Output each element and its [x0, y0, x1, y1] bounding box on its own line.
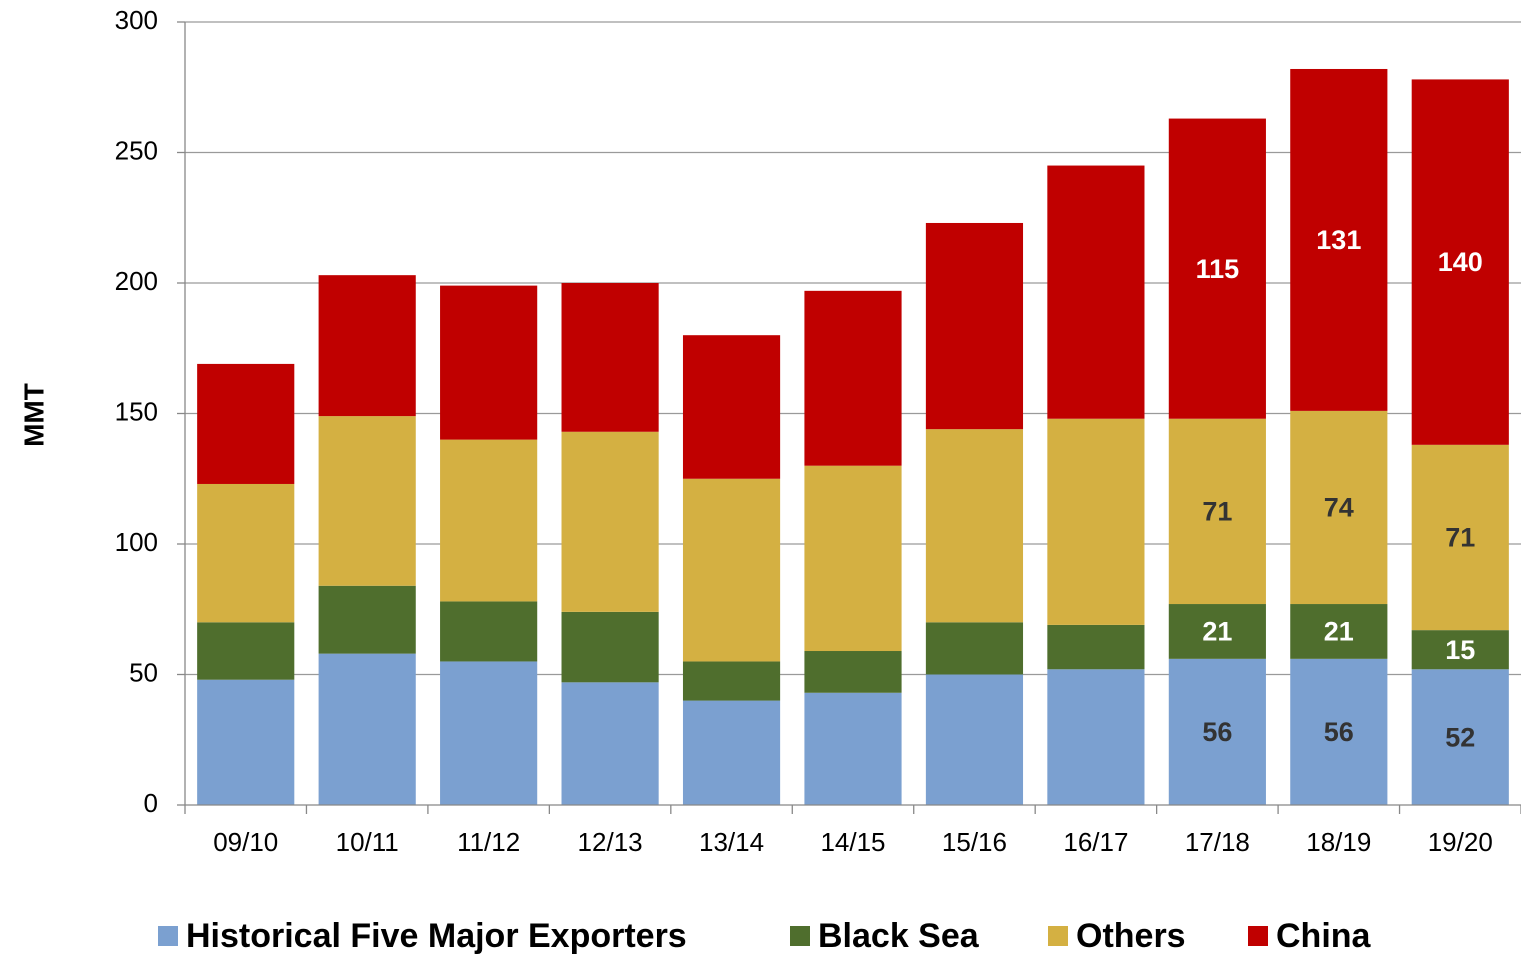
bar-segment — [804, 465, 902, 652]
legend-label: Historical Five Major Exporters — [186, 917, 687, 955]
value-label: 56 — [1202, 717, 1232, 747]
bar-segment — [197, 363, 295, 484]
y-tick-label: 50 — [129, 657, 158, 687]
bar-segment — [1290, 68, 1388, 411]
x-tick-label: 11/12 — [457, 827, 520, 857]
value-label: 71 — [1202, 497, 1232, 527]
y-tick-label: 100 — [115, 527, 158, 557]
x-tick-label: 12/13 — [578, 827, 643, 857]
y-axis-title: MMT — [18, 383, 49, 447]
x-tick-label: 19/20 — [1428, 827, 1493, 857]
bar-segment — [440, 285, 538, 440]
bar-segment — [197, 679, 295, 805]
bar-segment — [1411, 79, 1509, 445]
bar-segment — [561, 682, 659, 805]
bar-segment — [1047, 624, 1145, 670]
bar-segment — [682, 335, 781, 479]
value-label: 71 — [1445, 523, 1475, 553]
bar-segment — [440, 661, 538, 805]
value-label: 15 — [1445, 635, 1475, 665]
y-tick-label: 300 — [115, 5, 158, 35]
legend-swatch — [158, 926, 178, 946]
bar-segment — [804, 692, 902, 805]
x-tick-label: 15/16 — [942, 827, 1007, 857]
bar-segment — [1047, 165, 1145, 419]
bar-segment — [1290, 410, 1388, 605]
legend-swatch — [1248, 926, 1268, 946]
bar-segment — [318, 275, 416, 417]
bar-segment — [318, 416, 416, 586]
value-label: 21 — [1202, 617, 1232, 647]
x-tick-label: 17/18 — [1185, 827, 1250, 857]
y-tick-label: 200 — [115, 266, 158, 296]
bar-segment — [1168, 418, 1266, 605]
bar-segment — [561, 431, 659, 612]
bar-segment — [925, 429, 1024, 623]
bar-segment — [1290, 658, 1388, 805]
bar-segment — [440, 601, 538, 662]
legend-label: Others — [1076, 917, 1186, 955]
y-tick-label: 0 — [144, 788, 158, 818]
bar-segment — [1290, 604, 1388, 659]
value-label: 52 — [1445, 722, 1475, 752]
legend-swatch — [1048, 926, 1068, 946]
bar-segment — [682, 700, 781, 805]
legend-swatch — [790, 926, 810, 946]
bar-segment — [440, 439, 538, 602]
x-tick-label: 16/17 — [1063, 827, 1128, 857]
x-tick-label: 14/15 — [820, 827, 885, 857]
bar-segment — [561, 283, 659, 432]
bar-segment — [1411, 444, 1509, 631]
bar-segment — [1168, 118, 1266, 419]
x-tick-label: 18/19 — [1306, 827, 1371, 857]
y-tick-label: 250 — [115, 135, 158, 165]
bar-segment — [1411, 669, 1509, 805]
bar-segment — [1168, 658, 1266, 805]
bar-segment — [197, 622, 295, 680]
bar-segment — [925, 674, 1024, 805]
y-tick-label: 150 — [115, 396, 158, 426]
bar-segment — [1047, 669, 1145, 805]
bar-segment — [1047, 418, 1145, 625]
value-label: 21 — [1324, 617, 1354, 647]
bar-segment — [197, 483, 295, 623]
x-tick-label: 13/14 — [699, 827, 764, 857]
x-tick-label: 10/11 — [336, 827, 399, 857]
value-label: 140 — [1438, 247, 1483, 277]
bar-segment — [804, 290, 902, 466]
bar-segment — [318, 585, 416, 654]
value-label: 115 — [1196, 254, 1240, 284]
legend-label: Black Sea — [818, 917, 980, 955]
value-label: 56 — [1324, 717, 1354, 747]
bar-segment — [925, 622, 1024, 675]
bar-segment — [1168, 604, 1266, 659]
bar-segment — [925, 222, 1024, 430]
legend-label: China — [1276, 917, 1372, 955]
value-label: 74 — [1324, 493, 1354, 523]
bar-segment — [682, 661, 781, 701]
bar-segment — [804, 651, 902, 693]
bar-segment — [318, 653, 416, 805]
value-label: 131 — [1316, 225, 1361, 255]
x-tick-label: 09/10 — [213, 827, 278, 857]
bar-segment — [1411, 630, 1509, 670]
bar-segment — [561, 611, 659, 683]
bar-segment — [682, 478, 781, 662]
